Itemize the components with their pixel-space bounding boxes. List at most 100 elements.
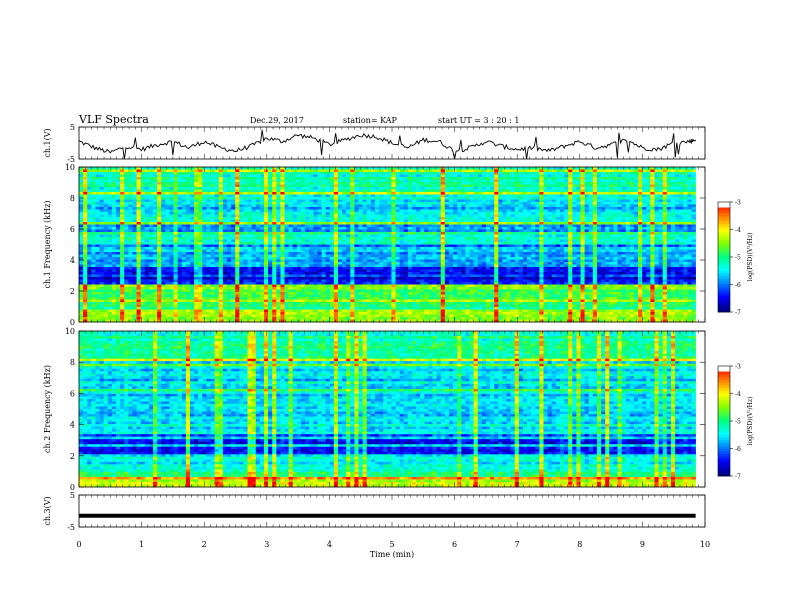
spectrogram-cell <box>288 192 294 195</box>
spectrogram-cell <box>210 237 215 240</box>
spectrogram-cell <box>379 174 384 178</box>
spectrogram-cell <box>485 242 491 245</box>
spectrogram-cell <box>432 237 437 240</box>
spectrogram-cell <box>506 167 511 170</box>
spectrogram-cell <box>309 179 314 183</box>
spectrogram-cell <box>510 234 516 238</box>
spectrogram-cell <box>469 199 474 203</box>
spectrogram-cell <box>309 204 314 208</box>
spectrogram-cell <box>354 184 359 188</box>
spectrogram-cell <box>440 202 446 205</box>
spectrogram-cell <box>543 214 548 218</box>
spectrogram-cell <box>527 179 532 183</box>
spectrogram-cell <box>522 204 528 208</box>
spectrogram-cell <box>120 182 125 185</box>
spectrogram-cell <box>181 244 187 248</box>
spectrogram-cell <box>231 229 236 233</box>
spectrogram-cell <box>120 232 125 235</box>
spectrogram-cell <box>300 179 306 183</box>
spectrogram-cell <box>235 172 240 175</box>
spectrogram-cell <box>194 174 199 178</box>
spectrogram-cell <box>613 167 618 170</box>
spectrogram-cell <box>514 177 520 180</box>
spectrogram-cell <box>325 172 331 175</box>
spectrogram-cell <box>374 219 380 223</box>
spectrogram-cell <box>99 237 104 240</box>
spectrogram-cell <box>403 217 409 220</box>
spectrogram-cell <box>387 214 392 218</box>
spectrogram-cell <box>609 177 614 180</box>
spectrogram-cell <box>87 169 92 173</box>
spectrogram-cell <box>120 209 125 213</box>
spectrogram-cell <box>247 217 252 220</box>
spectrogram-cell <box>650 247 655 250</box>
spectrogram-cell <box>292 167 298 170</box>
spectrogram-cell <box>411 197 417 200</box>
spectrogram-cell <box>91 217 96 220</box>
spectrogram-cell <box>239 244 244 248</box>
spectrogram-cell <box>374 229 380 233</box>
spectrogram-cell <box>358 247 363 250</box>
spectrogram-cell <box>518 237 524 240</box>
spectrogram-cell <box>251 237 257 240</box>
spectrogram-cell <box>247 227 252 230</box>
spectrogram-cell <box>506 232 511 235</box>
spectrogram-cell <box>329 179 335 183</box>
spectrogram-cell <box>490 199 495 203</box>
spectrogram-cell <box>444 239 450 243</box>
spectrogram-cell <box>679 219 684 223</box>
spectrogram-cell <box>350 242 355 245</box>
spectrogram-cell <box>198 167 203 170</box>
spectrogram-cell <box>605 217 610 220</box>
spectrogram-cell <box>103 227 109 230</box>
spectrogram-cell <box>296 224 302 228</box>
spectrogram-cell <box>165 214 170 218</box>
spectrogram-cell <box>185 204 191 208</box>
spectrogram-cell <box>518 247 524 250</box>
spectrogram-cell <box>642 234 647 238</box>
spectrogram-cell <box>177 177 183 180</box>
spectrogram-cell <box>596 169 602 173</box>
spectrogram-cell <box>116 214 121 218</box>
spectrogram-cell <box>284 184 289 188</box>
spectrogram-cell <box>325 229 331 233</box>
spectrogram-cell <box>362 209 368 213</box>
spectrogram-cell <box>144 249 150 253</box>
spectrogram-cell <box>157 227 162 230</box>
spectrogram-cell <box>691 229 696 233</box>
spectrogram-cell <box>177 217 183 220</box>
spectrogram-cell <box>609 222 614 225</box>
spectrogram-cell <box>675 169 680 173</box>
spectrogram-cell <box>329 167 335 170</box>
spectrogram-cell <box>305 177 310 180</box>
spectrogram-cell <box>333 194 339 198</box>
spectrogram-cell <box>87 172 92 175</box>
spectrogram-cell <box>342 244 347 248</box>
spectrogram-cell <box>576 234 581 238</box>
spectrogram-cell <box>551 242 557 245</box>
spectrogram-cell <box>531 182 536 185</box>
spectrogram-cell <box>247 189 252 193</box>
spectrogram-cell <box>518 167 524 170</box>
spectrogram-cell <box>169 242 174 245</box>
spectrogram-cell <box>662 219 668 223</box>
spectrogram-cell <box>440 169 446 173</box>
spectrogram-cell <box>383 247 388 250</box>
spectrogram-cell <box>461 232 466 235</box>
spectrogram-cell <box>679 199 684 203</box>
spectrogram-cell <box>498 199 503 203</box>
spectrogram-cell <box>596 244 602 248</box>
spectrogram-cell <box>202 212 207 215</box>
spectrogram-cell <box>374 239 380 243</box>
spectrogram-cell <box>559 174 565 178</box>
spectrogram-cell <box>535 189 540 193</box>
spectrogram-cell <box>531 229 536 233</box>
spectrogram-cell <box>370 234 376 238</box>
spectrogram-cell <box>399 247 405 250</box>
spectrogram-cell <box>79 167 84 170</box>
spectrogram-cell <box>235 207 240 210</box>
spectrogram-cell <box>436 242 442 245</box>
spectrogram-cell <box>329 217 335 220</box>
spectrogram-cell <box>670 199 676 203</box>
spectrogram-cell <box>181 187 187 190</box>
